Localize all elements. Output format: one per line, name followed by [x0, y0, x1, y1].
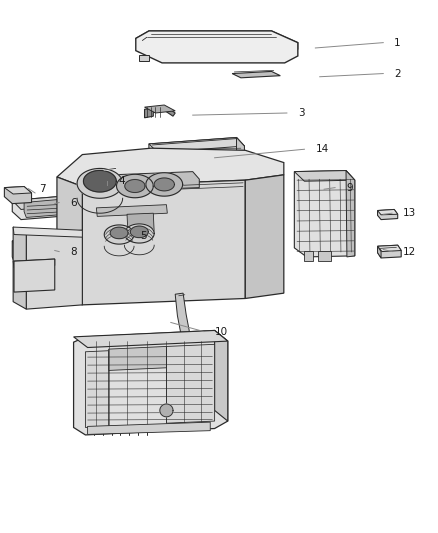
- Polygon shape: [136, 31, 298, 50]
- Polygon shape: [145, 105, 175, 113]
- Polygon shape: [182, 336, 196, 343]
- Polygon shape: [136, 31, 298, 63]
- Polygon shape: [104, 225, 134, 244]
- Polygon shape: [21, 240, 80, 263]
- Polygon shape: [77, 168, 123, 198]
- Text: 7: 7: [39, 184, 46, 193]
- Polygon shape: [160, 404, 173, 417]
- Polygon shape: [57, 148, 284, 187]
- Polygon shape: [124, 224, 154, 243]
- Polygon shape: [12, 195, 85, 220]
- Polygon shape: [109, 346, 166, 370]
- Polygon shape: [117, 174, 153, 198]
- Polygon shape: [145, 107, 175, 118]
- Polygon shape: [378, 245, 401, 258]
- Polygon shape: [24, 198, 79, 217]
- Polygon shape: [125, 180, 145, 192]
- Polygon shape: [88, 422, 210, 434]
- Text: 1: 1: [394, 38, 401, 47]
- Polygon shape: [304, 251, 313, 261]
- Text: 4: 4: [118, 176, 125, 186]
- Polygon shape: [346, 171, 355, 257]
- Polygon shape: [74, 330, 228, 348]
- Polygon shape: [149, 138, 244, 152]
- Polygon shape: [82, 180, 245, 305]
- Polygon shape: [378, 209, 398, 215]
- Polygon shape: [85, 351, 109, 427]
- Text: 10: 10: [215, 327, 228, 336]
- Polygon shape: [378, 209, 398, 220]
- Polygon shape: [84, 171, 116, 192]
- Polygon shape: [13, 227, 26, 309]
- Polygon shape: [26, 230, 82, 309]
- Polygon shape: [74, 330, 228, 435]
- Polygon shape: [96, 205, 167, 216]
- Text: 9: 9: [346, 183, 353, 192]
- Polygon shape: [13, 227, 82, 237]
- Text: 8: 8: [70, 247, 77, 256]
- Polygon shape: [291, 43, 298, 55]
- Polygon shape: [57, 177, 82, 305]
- Polygon shape: [294, 171, 355, 257]
- Polygon shape: [139, 55, 149, 61]
- Polygon shape: [378, 246, 381, 258]
- Polygon shape: [112, 172, 199, 191]
- Polygon shape: [131, 226, 148, 238]
- Polygon shape: [13, 259, 55, 268]
- Polygon shape: [146, 173, 183, 196]
- Polygon shape: [127, 213, 154, 233]
- Polygon shape: [378, 245, 401, 252]
- Polygon shape: [12, 236, 85, 249]
- Text: 14: 14: [315, 144, 328, 154]
- Polygon shape: [294, 171, 355, 181]
- Polygon shape: [175, 293, 189, 340]
- Polygon shape: [4, 187, 32, 204]
- Polygon shape: [232, 71, 280, 78]
- Polygon shape: [245, 175, 284, 298]
- Polygon shape: [138, 45, 166, 56]
- Polygon shape: [4, 187, 32, 194]
- Polygon shape: [12, 236, 85, 265]
- Polygon shape: [166, 344, 215, 423]
- Polygon shape: [14, 259, 55, 292]
- Polygon shape: [138, 49, 298, 55]
- Polygon shape: [215, 330, 228, 421]
- Polygon shape: [237, 138, 244, 160]
- Polygon shape: [154, 178, 174, 191]
- Polygon shape: [149, 138, 244, 166]
- Polygon shape: [110, 227, 128, 239]
- Text: 3: 3: [298, 108, 304, 118]
- Polygon shape: [12, 195, 85, 209]
- Text: 6: 6: [70, 198, 77, 207]
- Polygon shape: [318, 251, 331, 261]
- Text: 5: 5: [140, 231, 147, 240]
- Text: 13: 13: [403, 208, 416, 218]
- Text: 12: 12: [403, 247, 416, 256]
- Text: 2: 2: [394, 69, 401, 78]
